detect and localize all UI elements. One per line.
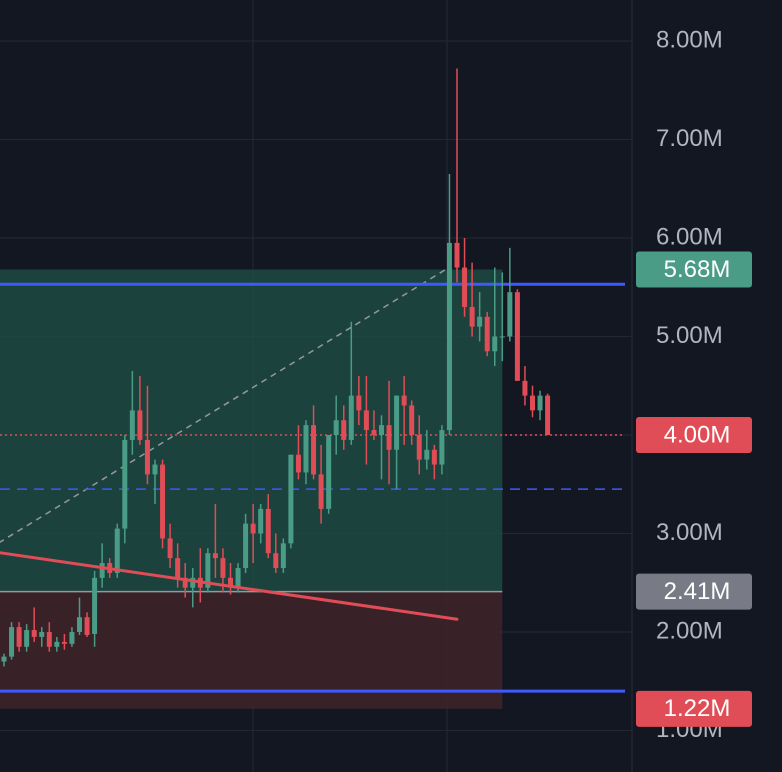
candle-body: [137, 410, 143, 440]
y-tick-label: 3.00M: [656, 519, 723, 546]
candle-body: [348, 395, 354, 440]
candle-body: [311, 425, 317, 475]
candle-body: [295, 454, 301, 473]
y-tick-label: 5.00M: [656, 322, 723, 349]
candle-body: [175, 558, 181, 578]
candle-body: [484, 316, 490, 352]
candle-body: [280, 543, 286, 568]
candle-body: [250, 523, 256, 534]
price-badge: [636, 417, 752, 454]
position-loss-zone: [0, 591, 503, 709]
candle-body: [152, 464, 158, 475]
candle-body: [258, 508, 264, 534]
candle-body: [424, 449, 430, 460]
candle-body: [99, 563, 105, 578]
candle-body: [265, 508, 271, 554]
candle-body: [243, 523, 249, 568]
candle-body: [356, 395, 362, 411]
candle-body: [129, 410, 135, 440]
candle-body: [492, 336, 498, 352]
candle-body: [409, 405, 415, 436]
candle-body: [54, 641, 60, 647]
candle-body: [61, 641, 67, 644]
price-badge: [636, 573, 752, 610]
candle-body: [144, 439, 150, 475]
candle-body: [69, 632, 75, 644]
candle-body: [205, 553, 211, 588]
price-badge-label: 1.22M: [664, 695, 731, 722]
candle-body: [318, 474, 324, 509]
y-tick-label: 2.00M: [656, 617, 723, 644]
candle-body: [303, 425, 309, 473]
candle-body: [537, 395, 543, 411]
candle-body: [92, 577, 98, 634]
candle-body: [507, 292, 513, 337]
candle-body: [514, 292, 520, 381]
candle-body: [122, 439, 128, 529]
candle-body: [46, 632, 52, 647]
plot: [0, 68, 625, 709]
candle-body: [363, 410, 369, 431]
candle-body: [401, 395, 407, 406]
price-badge-label: 4.00M: [664, 421, 731, 448]
candle-body: [371, 430, 377, 436]
candle-body: [545, 395, 551, 436]
candle-body: [431, 449, 437, 465]
candle-body: [522, 380, 528, 396]
candle-body: [182, 577, 188, 588]
y-tick-label: 8.00M: [656, 26, 723, 53]
candle-body: [228, 577, 233, 588]
candle-body: [212, 553, 218, 559]
candle-body: [24, 630, 30, 647]
y-tick-label: 6.00M: [656, 223, 723, 250]
candle-body: [9, 627, 15, 657]
price-badge-label: 5.68M: [664, 256, 731, 283]
candle-body: [499, 336, 505, 338]
candle-body: [84, 617, 90, 635]
candle-body: [379, 425, 384, 436]
candle-body: [439, 430, 445, 465]
candle-body: [288, 454, 294, 544]
candle-body: [530, 395, 535, 411]
price-badge: [636, 690, 752, 727]
candle-body: [39, 632, 45, 637]
candle-body: [16, 627, 22, 647]
candle-body: [114, 528, 120, 573]
trendline: [0, 551, 459, 621]
candle-body: [394, 395, 400, 450]
candle-body: [454, 242, 460, 268]
candle-body: [469, 306, 475, 327]
candle-body: [77, 617, 82, 633]
candle-body: [273, 553, 279, 568]
candle-body: [220, 558, 226, 578]
candle-body: [326, 435, 332, 509]
candle-body: [160, 464, 166, 539]
candle-body: [333, 420, 339, 436]
price-badge-label: 2.41M: [664, 578, 731, 605]
candle-body: [462, 267, 468, 307]
candle-body: [167, 538, 173, 559]
price-axis: 1.00M2.00M3.00M4.00M5.00M6.00M7.00M8.00M…: [636, 26, 752, 743]
position-path: [0, 268, 447, 543]
candle-body: [416, 435, 422, 460]
candle-body: [190, 577, 196, 588]
candle-body: [31, 630, 37, 637]
candle-body: [235, 567, 241, 588]
candle-body: [341, 420, 347, 440]
candle-body: [1, 656, 7, 662]
candle-body: [446, 242, 452, 431]
price-badge: [636, 251, 752, 288]
y-tick-label: 7.00M: [656, 125, 723, 152]
candle-body: [477, 316, 483, 327]
candle-body: [386, 425, 392, 450]
